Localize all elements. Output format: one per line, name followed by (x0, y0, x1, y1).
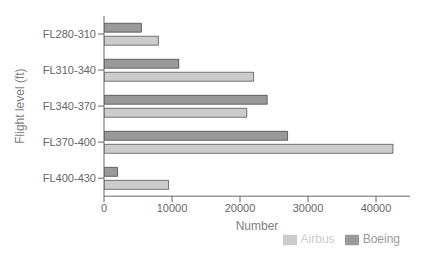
svg-text:FL370-400: FL370-400 (43, 136, 96, 148)
svg-text:FL400-430: FL400-430 (43, 172, 96, 184)
html-text:Boeing: Boeing (362, 232, 400, 247)
svg-text:0: 0 (101, 202, 107, 214)
svg-text:20000: 20000 (225, 202, 256, 214)
svg-text:FL340-370: FL340-370 (43, 100, 96, 112)
html-text:Airbus: Airbus (300, 232, 335, 247)
svg-text:10000: 10000 (157, 202, 188, 214)
svg-text:30000: 30000 (293, 202, 324, 214)
svg-text:40000: 40000 (361, 202, 392, 214)
svg-text:Number: Number (236, 219, 279, 233)
svg-text:Flight level (ft): Flight level (ft) (13, 68, 27, 143)
svg-text:FL280-310: FL280-310 (43, 28, 96, 40)
svg-text:FL310-340: FL310-340 (43, 64, 96, 76)
